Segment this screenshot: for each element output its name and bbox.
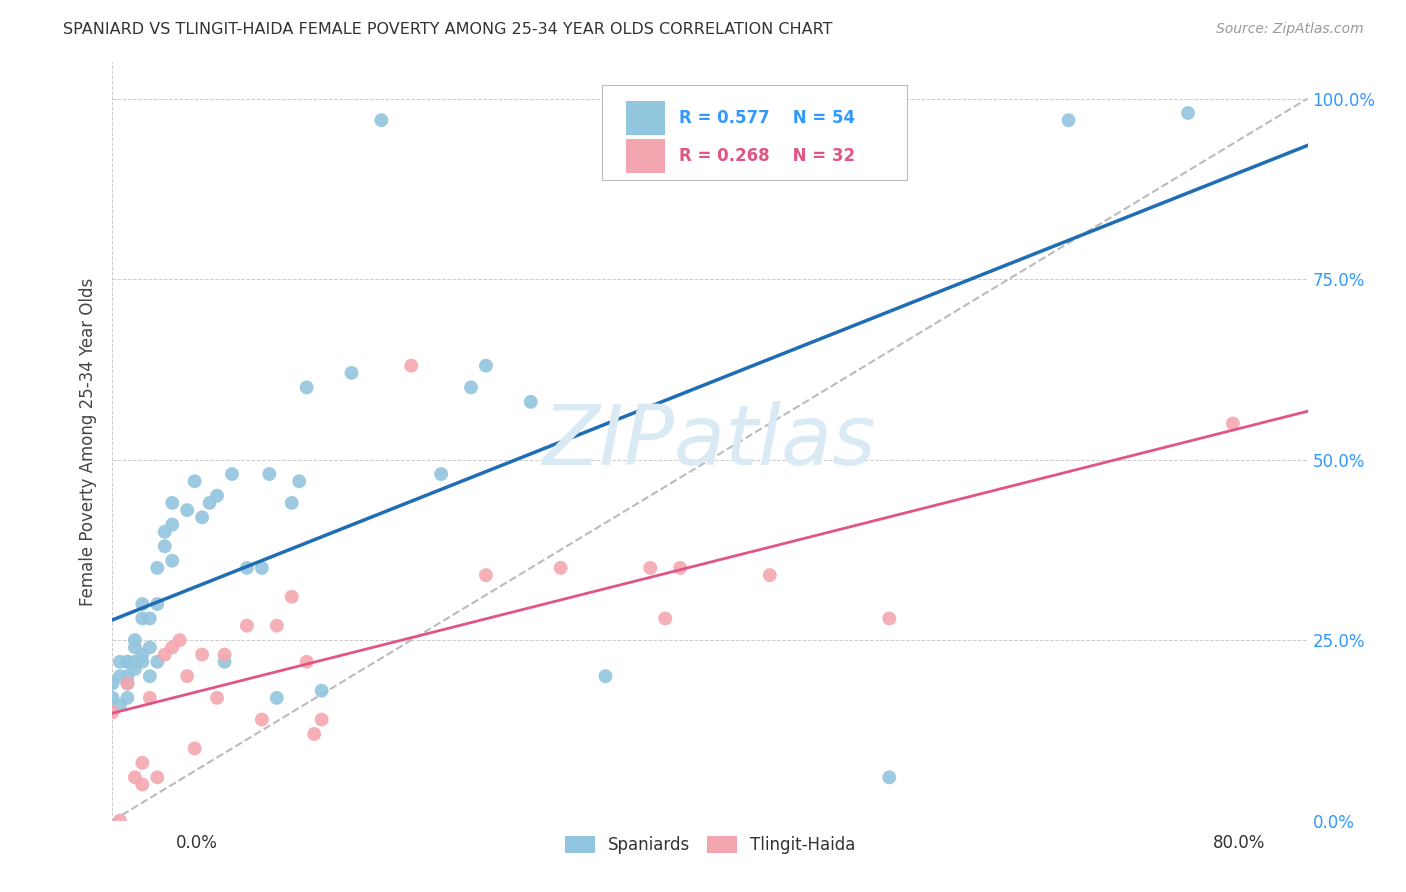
- Point: [101, 690, 124, 705]
- Point: [311, 683, 333, 698]
- Point: [117, 676, 139, 690]
- Point: [139, 690, 162, 705]
- Point: [654, 611, 676, 625]
- Text: R = 0.268    N = 32: R = 0.268 N = 32: [679, 146, 855, 165]
- Point: [139, 640, 162, 655]
- Point: [475, 359, 498, 373]
- Point: [176, 669, 198, 683]
- Point: [191, 510, 214, 524]
- Point: [124, 655, 146, 669]
- Bar: [627, 101, 665, 135]
- Text: SPANIARD VS TLINGIT-HAIDA FEMALE POVERTY AMONG 25-34 YEAR OLDS CORRELATION CHART: SPANIARD VS TLINGIT-HAIDA FEMALE POVERTY…: [63, 22, 832, 37]
- Point: [139, 611, 162, 625]
- Point: [117, 655, 139, 669]
- Point: [146, 561, 169, 575]
- Point: [281, 590, 304, 604]
- Point: [430, 467, 453, 481]
- Point: [221, 467, 243, 481]
- Point: [250, 561, 273, 575]
- Point: [124, 640, 146, 655]
- Point: [162, 640, 183, 655]
- Point: [214, 655, 236, 669]
- Point: [117, 669, 139, 683]
- Point: [139, 669, 162, 683]
- Point: [131, 611, 153, 625]
- Point: [401, 359, 423, 373]
- Text: 0.0%: 0.0%: [176, 834, 218, 852]
- Bar: [627, 138, 665, 173]
- Point: [101, 706, 124, 720]
- Text: R = 0.577    N = 54: R = 0.577 N = 54: [679, 109, 855, 127]
- Point: [153, 648, 176, 662]
- Text: 80.0%: 80.0%: [1213, 834, 1265, 852]
- Point: [460, 380, 482, 394]
- Point: [1057, 113, 1080, 128]
- Point: [879, 770, 901, 784]
- Point: [302, 727, 325, 741]
- Point: [295, 655, 318, 669]
- Point: [288, 475, 311, 489]
- Point: [117, 690, 139, 705]
- Point: [146, 597, 169, 611]
- Point: [250, 713, 273, 727]
- Point: [131, 648, 153, 662]
- Point: [236, 561, 259, 575]
- Point: [169, 633, 191, 648]
- Y-axis label: Female Poverty Among 25-34 Year Olds: Female Poverty Among 25-34 Year Olds: [79, 277, 97, 606]
- Point: [108, 814, 131, 828]
- Point: [124, 662, 146, 676]
- Point: [146, 770, 169, 784]
- Point: [205, 690, 228, 705]
- Legend: Spaniards, Tlingit-Haida: Spaniards, Tlingit-Haida: [565, 836, 855, 854]
- Point: [669, 561, 692, 575]
- Point: [153, 524, 176, 539]
- Point: [205, 489, 228, 503]
- Point: [1222, 417, 1244, 431]
- Point: [311, 713, 333, 727]
- Point: [259, 467, 281, 481]
- Point: [191, 648, 214, 662]
- Point: [640, 561, 662, 575]
- Point: [198, 496, 221, 510]
- Point: [879, 611, 901, 625]
- Point: [295, 380, 318, 394]
- Point: [117, 655, 139, 669]
- Point: [146, 655, 169, 669]
- Point: [214, 648, 236, 662]
- Text: ZIPatlas: ZIPatlas: [543, 401, 877, 482]
- Point: [266, 690, 288, 705]
- FancyBboxPatch shape: [603, 85, 907, 180]
- Point: [153, 539, 176, 553]
- Point: [108, 698, 131, 712]
- Point: [281, 496, 304, 510]
- Point: [101, 676, 124, 690]
- Point: [759, 568, 782, 582]
- Point: [1177, 106, 1199, 120]
- Point: [370, 113, 392, 128]
- Point: [124, 633, 146, 648]
- Point: [131, 597, 153, 611]
- Point: [550, 561, 572, 575]
- Point: [176, 503, 198, 517]
- Point: [475, 568, 498, 582]
- Point: [340, 366, 363, 380]
- Point: [183, 475, 205, 489]
- Point: [108, 655, 131, 669]
- Point: [131, 778, 153, 792]
- Point: [236, 618, 259, 632]
- Point: [162, 496, 183, 510]
- Point: [266, 618, 288, 632]
- Text: Source: ZipAtlas.com: Source: ZipAtlas.com: [1216, 22, 1364, 37]
- Point: [595, 669, 617, 683]
- Point: [117, 676, 139, 690]
- Point: [162, 517, 183, 532]
- Point: [520, 394, 543, 409]
- Point: [131, 756, 153, 770]
- Point: [131, 655, 153, 669]
- Point: [108, 669, 131, 683]
- Point: [162, 554, 183, 568]
- Point: [124, 770, 146, 784]
- Point: [183, 741, 205, 756]
